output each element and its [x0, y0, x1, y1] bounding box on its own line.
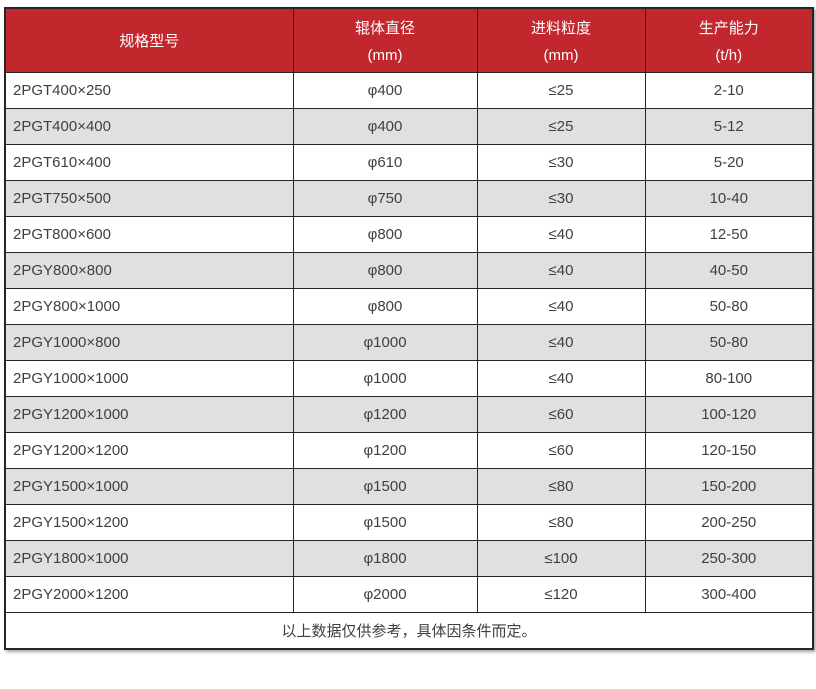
- cell-model: 2PGT400×400: [4, 107, 294, 145]
- cell-feed-size: ≤80: [476, 467, 646, 505]
- column-unit: (mm): [543, 46, 579, 64]
- cell-roller-diameter: φ1200: [292, 395, 478, 433]
- table-row: 2PGT610×400 φ610 ≤30 5-20: [4, 143, 814, 181]
- table-row: 2PGY2000×1200 φ2000 ≤120 300-400: [4, 575, 814, 613]
- cell-model: 2PGY800×1000: [4, 287, 294, 325]
- table-row: 2PGT400×250 φ400 ≤25 2-10: [4, 71, 814, 109]
- column-unit: (t/h): [715, 46, 743, 64]
- cell-feed-size: ≤40: [476, 215, 646, 253]
- header-row: 规格型号 辊体直径 (mm) 进料粒度 (mm) 生产能力 (t/h): [4, 7, 814, 73]
- cell-feed-size: ≤25: [476, 107, 646, 145]
- cell-model: 2PGT400×250: [4, 71, 294, 109]
- cell-feed-size: ≤100: [476, 539, 646, 577]
- cell-feed-size: ≤25: [476, 71, 646, 109]
- cell-feed-size: ≤60: [476, 431, 646, 469]
- cell-capacity: 80-100: [644, 359, 814, 397]
- cell-model: 2PGY1000×1000: [4, 359, 294, 397]
- table-body: 2PGT400×250 φ400 ≤25 2-10 2PGT400×400 φ400 ≤25…: [4, 71, 814, 613]
- table-row: 2PGY800×800 φ800 ≤40 40-50: [4, 251, 814, 289]
- cell-roller-diameter: φ1000: [292, 359, 478, 397]
- column-header-feed-size: 进料粒度 (mm): [476, 7, 646, 73]
- cell-feed-size: ≤80: [476, 503, 646, 541]
- cell-model: 2PGY1500×1000: [4, 467, 294, 505]
- cell-roller-diameter: φ800: [292, 287, 478, 325]
- column-title: 规格型号: [119, 32, 180, 50]
- cell-capacity: 50-80: [644, 287, 814, 325]
- table-row: 2PGY1500×1200 φ1500 ≤80 200-250: [4, 503, 814, 541]
- cell-capacity: 2-10: [644, 71, 814, 109]
- cell-model: 2PGY1800×1000: [4, 539, 294, 577]
- cell-feed-size: ≤40: [476, 251, 646, 289]
- cell-model: 2PGY2000×1200: [4, 575, 294, 613]
- cell-model: 2PGY1200×1200: [4, 431, 294, 469]
- cell-capacity: 12-50: [644, 215, 814, 253]
- cell-feed-size: ≤30: [476, 179, 646, 217]
- cell-roller-diameter: φ400: [292, 71, 478, 109]
- column-header-roller-diameter: 辊体直径 (mm): [292, 7, 478, 73]
- footer-note: 以上数据仅供参考，具体因条件而定。: [4, 611, 814, 650]
- cell-capacity: 5-12: [644, 107, 814, 145]
- cell-capacity: 10-40: [644, 179, 814, 217]
- cell-roller-diameter: φ2000: [292, 575, 478, 613]
- column-title: 辊体直径: [354, 19, 415, 37]
- cell-model: 2PGY800×800: [4, 251, 294, 289]
- table-row: 2PGY800×1000 φ800 ≤40 50-80: [4, 287, 814, 325]
- cell-capacity: 200-250: [644, 503, 814, 541]
- table-row: 2PGY1200×1200 φ1200 ≤60 120-150: [4, 431, 814, 469]
- cell-roller-diameter: φ1500: [292, 503, 478, 541]
- table-header: 规格型号 辊体直径 (mm) 进料粒度 (mm) 生产能力 (t/h): [4, 7, 814, 73]
- table-row: 2PGY1000×1000 φ1000 ≤40 80-100: [4, 359, 814, 397]
- cell-model: 2PGT750×500: [4, 179, 294, 217]
- footer-row: 以上数据仅供参考，具体因条件而定。: [4, 611, 814, 650]
- table-footer: 以上数据仅供参考，具体因条件而定。: [4, 611, 814, 650]
- cell-feed-size: ≤40: [476, 323, 646, 361]
- cell-capacity: 50-80: [644, 323, 814, 361]
- cell-capacity: 5-20: [644, 143, 814, 181]
- cell-feed-size: ≤40: [476, 287, 646, 325]
- cell-model: 2PGY1500×1200: [4, 503, 294, 541]
- cell-feed-size: ≤60: [476, 395, 646, 433]
- column-header-model: 规格型号: [4, 7, 294, 73]
- cell-capacity: 250-300: [644, 539, 814, 577]
- table-row: 2PGY1000×800 φ1000 ≤40 50-80: [4, 323, 814, 361]
- cell-model: 2PGT610×400: [4, 143, 294, 181]
- cell-roller-diameter: φ1200: [292, 431, 478, 469]
- page: 规格型号 辊体直径 (mm) 进料粒度 (mm) 生产能力 (t/h) 2PGT400×25…: [4, 7, 814, 650]
- cell-roller-diameter: φ1800: [292, 539, 478, 577]
- cell-capacity: 120-150: [644, 431, 814, 469]
- spec-table: 规格型号 辊体直径 (mm) 进料粒度 (mm) 生产能力 (t/h) 2PGT400×25…: [4, 7, 814, 650]
- cell-capacity: 40-50: [644, 251, 814, 289]
- table-row: 2PGY1800×1000 φ1800 ≤100 250-300: [4, 539, 814, 577]
- cell-roller-diameter: φ1500: [292, 467, 478, 505]
- cell-feed-size: ≤120: [476, 575, 646, 613]
- cell-roller-diameter: φ400: [292, 107, 478, 145]
- cell-roller-diameter: φ750: [292, 179, 478, 217]
- cell-capacity: 300-400: [644, 575, 814, 613]
- table-row: 2PGT400×400 φ400 ≤25 5-12: [4, 107, 814, 145]
- cell-roller-diameter: φ800: [292, 215, 478, 253]
- cell-model: 2PGY1000×800: [4, 323, 294, 361]
- cell-feed-size: ≤40: [476, 359, 646, 397]
- table-row: 2PGT800×600 φ800 ≤40 12-50: [4, 215, 814, 253]
- column-title: 生产能力: [698, 19, 759, 37]
- column-unit: (mm): [367, 46, 403, 64]
- column-header-capacity: 生产能力 (t/h): [644, 7, 814, 73]
- cell-roller-diameter: φ610: [292, 143, 478, 181]
- table-row: 2PGY1200×1000 φ1200 ≤60 100-120: [4, 395, 814, 433]
- cell-model: 2PGY1200×1000: [4, 395, 294, 433]
- cell-model: 2PGT800×600: [4, 215, 294, 253]
- cell-feed-size: ≤30: [476, 143, 646, 181]
- cell-roller-diameter: φ1000: [292, 323, 478, 361]
- cell-roller-diameter: φ800: [292, 251, 478, 289]
- cell-capacity: 150-200: [644, 467, 814, 505]
- table-row: 2PGT750×500 φ750 ≤30 10-40: [4, 179, 814, 217]
- table-row: 2PGY1500×1000 φ1500 ≤80 150-200: [4, 467, 814, 505]
- column-title: 进料粒度: [530, 19, 591, 37]
- cell-capacity: 100-120: [644, 395, 814, 433]
